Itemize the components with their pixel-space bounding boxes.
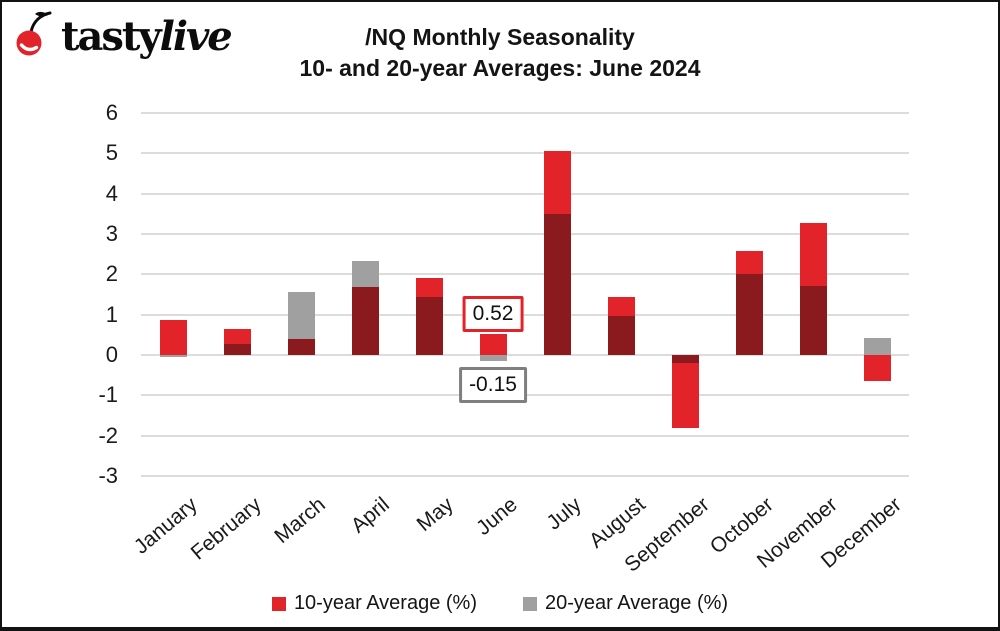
- bar-10yr-november: [799, 222, 827, 287]
- y-tick-label: 5: [105, 140, 118, 166]
- chart-title: /NQ Monthly Seasonality 10- and 20-year …: [0, 22, 1000, 84]
- month-label-january: January: [129, 493, 202, 559]
- legend-label-10yr: 10-year Average (%): [293, 592, 477, 614]
- bar-overlap-october: [735, 273, 763, 355]
- y-tick-label: 6: [105, 100, 118, 125]
- y-tick-label: 2: [105, 261, 118, 287]
- gridline-y5: [141, 152, 909, 155]
- gridline-y4: [141, 192, 909, 195]
- bar-10yr-may: [415, 277, 443, 297]
- callout-june-10yr: 0.52: [462, 296, 524, 333]
- callout-june-20yr: -0.15: [459, 367, 527, 404]
- bar-10yr-september: [671, 363, 699, 428]
- gridline-y0: [141, 354, 909, 356]
- bar-20yr-january: [159, 355, 187, 357]
- legend-item-20yr: 20-year Average (%): [523, 592, 728, 615]
- bar-10yr-june: [479, 334, 507, 355]
- logo-live: live: [159, 12, 233, 60]
- cherry-icon: [14, 10, 56, 63]
- gridline-y1: [141, 313, 909, 316]
- title-line-2: 10- and 20-year Averages: June 2024: [299, 55, 701, 81]
- bar-overlap-august: [607, 315, 635, 355]
- gridline-y3: [141, 233, 909, 235]
- logo-tasty: tasty: [61, 12, 162, 60]
- bar-overlap-may: [415, 296, 443, 355]
- bar-overlap-july: [543, 213, 571, 355]
- bar-overlap-september: [671, 355, 699, 364]
- bar-overlap-april: [351, 287, 379, 355]
- y-tick-label: 3: [105, 221, 118, 246]
- bar-20yr-april: [351, 261, 379, 288]
- y-tick-label: 0: [105, 342, 118, 367]
- gridline-y-2: [141, 434, 909, 437]
- plot-area: [141, 112, 909, 477]
- legend: 10-year Average (%) 20-year Average (%): [0, 592, 1000, 615]
- bar-10yr-july: [543, 150, 571, 214]
- title-line-1: /NQ Monthly Seasonality: [365, 24, 635, 50]
- bar-10yr-august: [607, 296, 635, 316]
- bar-10yr-october: [735, 251, 763, 274]
- gridline-y6: [141, 112, 909, 114]
- bar-20yr-december: [863, 338, 891, 355]
- bar-10yr-february: [223, 328, 251, 344]
- y-tick-label: 4: [105, 180, 118, 206]
- bar-20yr-june: [479, 355, 507, 362]
- legend-swatch-20yr: [523, 596, 537, 611]
- y-tick-label: 1: [105, 301, 118, 327]
- y-tick-label: -2: [98, 422, 118, 448]
- bar-overlap-november: [799, 286, 827, 355]
- bar-20yr-march: [287, 292, 315, 339]
- tastylive-logo: tastylive: [14, 10, 233, 63]
- y-tick-label: -1: [98, 382, 118, 408]
- bar-10yr-december: [863, 355, 891, 382]
- y-tick-label: -3: [98, 463, 118, 488]
- legend-item-10yr: 10-year Average (%): [271, 592, 477, 615]
- legend-label-20yr: 20-year Average (%): [545, 592, 729, 614]
- logo-wordmark: tastylive: [61, 12, 233, 60]
- legend-swatch-10yr: [271, 596, 286, 611]
- gridline-y2: [141, 273, 909, 276]
- bar-10yr-january: [159, 319, 187, 355]
- bar-overlap-march: [287, 338, 315, 355]
- gridline-y-3: [141, 475, 909, 477]
- bar-overlap-february: [223, 343, 251, 355]
